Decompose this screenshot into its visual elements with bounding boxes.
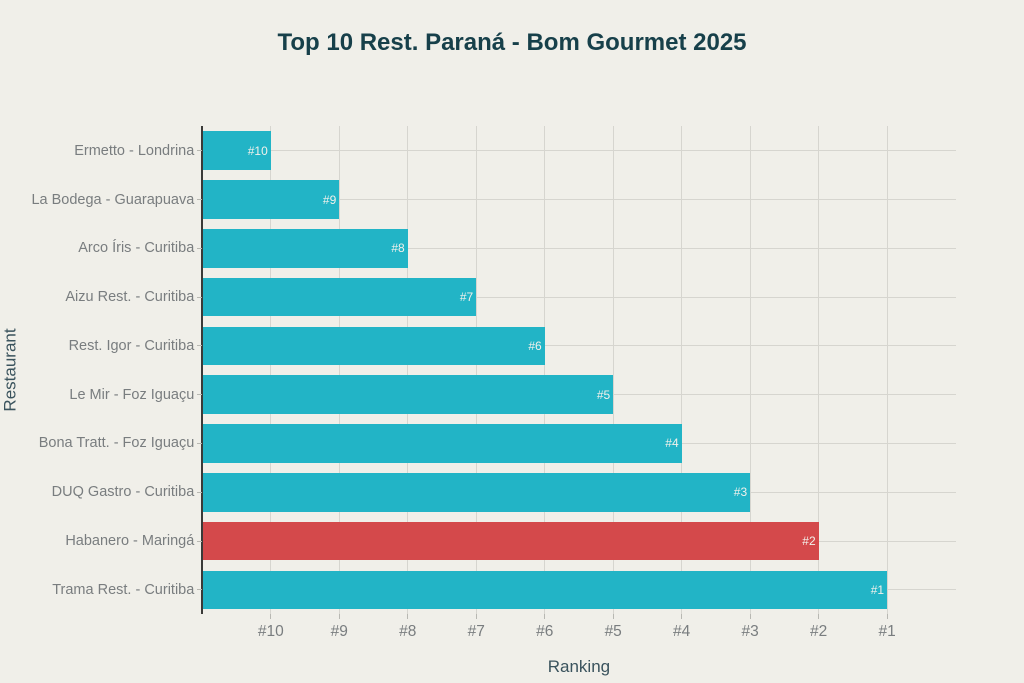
y-axis-label: Restaurant [0,328,20,412]
x-tick-mark [270,614,272,620]
y-tick-mark [197,345,203,347]
x-tick-mark [818,614,820,620]
bar-value-label: #1 [870,582,885,597]
bar-value-label: #8 [391,241,405,256]
vertical-gridline [407,126,409,615]
bar-rank-1 [202,570,888,610]
y-tick-mark [197,296,203,298]
bar-value-label: #7 [459,290,474,305]
x-tick-mark [338,614,340,620]
x-tick-label: #8 [399,622,417,640]
bar-rank-7 [202,277,477,317]
bar-rank-8 [202,229,408,268]
category-label: La Bodega - Guarapuava [31,191,195,208]
vertical-gridline [544,126,546,615]
bar-rank-2 [202,521,819,561]
category-label: Trama Rest. - Curitiba [52,581,195,598]
y-tick-mark [197,589,203,591]
bar-value-label: #4 [665,436,679,451]
category-label: Ermetto - Londrina [74,142,195,159]
vertical-gridline [338,126,340,615]
bar-rank-6 [202,326,545,366]
y-tick-mark [197,394,203,396]
y-tick-mark [197,247,203,249]
plot-area: #10 #9 #8 #7 #6 #5 #4 #3 #2 #1 Ermetto - Londrina L… [31,126,956,639]
y-axis-spine [201,126,204,615]
category-label: DUQ Gastro - Curitiba [51,483,195,500]
chart-title: Top 10 Rest. Paraná - Bom Gourmet 2025 [277,29,747,56]
y-tick-mark [197,442,203,444]
x-tick-mark [544,614,546,620]
x-tick-label: #9 [330,622,348,640]
x-tick-mark [475,614,477,620]
x-tick-label: #6 [536,622,554,640]
category-label: Habanero - Maringá [65,532,195,549]
horizontal-gridline [202,150,956,152]
x-tick-mark [749,614,751,620]
vertical-gridline [612,126,614,615]
horizontal-gridline [202,296,956,298]
bar-rank-3 [202,472,751,512]
category-label: Rest. Igor - Curitiba [68,337,195,354]
vertical-gridline [886,126,888,615]
bar-value-label: #9 [322,192,337,207]
x-tick-label: #10 [257,622,284,640]
bar-rank-10 [202,131,271,171]
x-tick-label: #7 [467,622,485,640]
x-tick-label: #1 [878,622,896,640]
x-axis-label: Ranking [547,657,611,676]
horizontal-gridline [202,247,956,249]
category-label: Arco Íris - Curitiba [78,240,195,257]
bar-value-label: #2 [802,534,816,549]
y-tick-mark [197,491,203,493]
bar-rank-4 [202,424,682,463]
vertical-gridline [270,126,272,615]
x-tick-mark [886,614,888,620]
bar-value-label: #10 [247,143,268,158]
horizontal-gridline [202,199,956,201]
category-label: Bona Tratt. - Foz Iguaçu [38,435,195,452]
y-tick-mark [197,540,203,542]
bar-value-label: #5 [596,387,611,402]
category-label: Le Mir - Foz Iguaçu [69,386,195,403]
y-tick-mark [197,199,203,201]
x-tick-label: #5 [604,622,622,640]
x-tick-label: #2 [810,622,828,640]
x-tick-mark [407,614,409,620]
y-tick-mark [197,150,203,152]
x-tick-mark [681,614,683,620]
vertical-gridline [681,126,683,615]
vertical-gridline [749,126,751,615]
vertical-gridline [475,126,477,615]
x-tick-label: #4 [673,622,691,640]
vertical-gridline [818,126,820,615]
bar-rank-5 [202,375,614,414]
bar-value-label: #6 [528,338,542,353]
x-tick-mark [612,614,614,620]
category-label: Aizu Rest. - Curitiba [65,288,195,305]
bar-value-label: #3 [733,485,748,500]
x-tick-label: #3 [741,622,759,640]
horizontal-gridline [202,345,956,347]
bar-rank-9 [202,180,340,219]
